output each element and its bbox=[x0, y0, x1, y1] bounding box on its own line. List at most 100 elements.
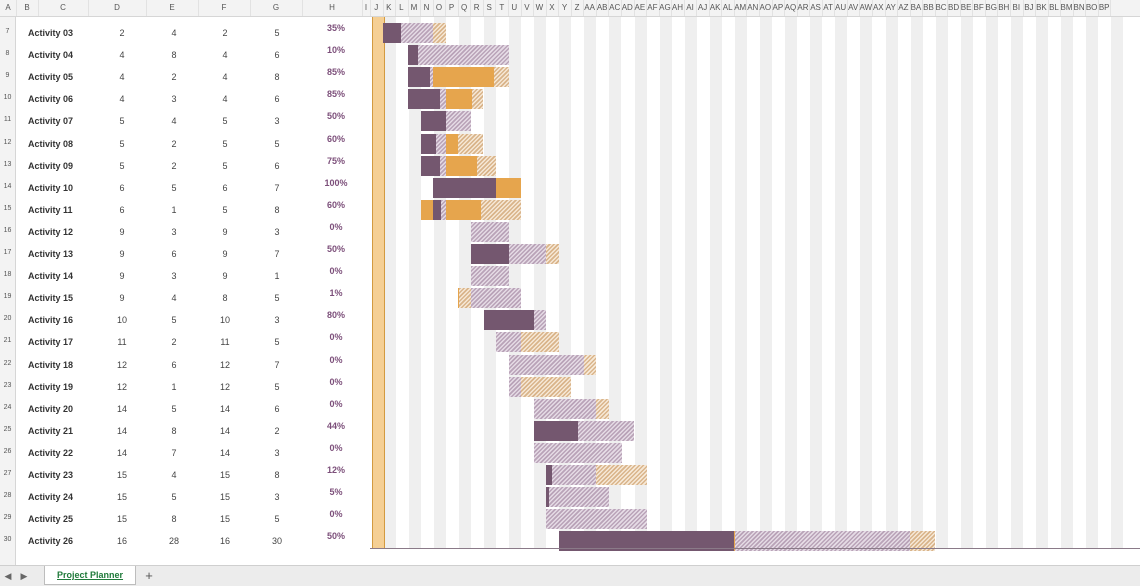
column-header-x[interactable]: X bbox=[546, 0, 560, 16]
percent-complete-cell[interactable]: 5% bbox=[329, 487, 343, 498]
actual-duration-cell[interactable]: 3 bbox=[274, 492, 280, 503]
column-header-ba[interactable]: BA bbox=[910, 0, 924, 16]
column-header-c[interactable]: C bbox=[38, 0, 89, 16]
column-header-n[interactable]: N bbox=[420, 0, 434, 16]
column-header-ax[interactable]: AX bbox=[872, 0, 886, 16]
row-number[interactable]: 8 bbox=[5, 50, 10, 58]
plan-duration-cell[interactable]: 8 bbox=[171, 514, 177, 525]
plan-duration-cell[interactable]: 8 bbox=[171, 50, 177, 61]
actual-start-cell[interactable]: 12 bbox=[219, 359, 230, 370]
plan-start-cell[interactable]: 15 bbox=[116, 514, 127, 525]
column-header-au[interactable]: AU bbox=[834, 0, 848, 16]
plan-start-cell[interactable]: 14 bbox=[116, 403, 127, 414]
actual-duration-cell[interactable]: 3 bbox=[274, 226, 280, 237]
column-header-at[interactable]: AT bbox=[822, 0, 836, 16]
column-header-bk[interactable]: BK bbox=[1035, 0, 1049, 16]
actual-start-cell[interactable]: 2 bbox=[222, 28, 228, 38]
plan-start-cell[interactable]: 10 bbox=[116, 315, 127, 326]
plan-start-cell[interactable]: 5 bbox=[119, 116, 125, 127]
column-header-ab[interactable]: AB bbox=[596, 0, 610, 16]
column-header-ag[interactable]: AG bbox=[659, 0, 673, 16]
column-header-bn[interactable]: BN bbox=[1073, 0, 1087, 16]
activity-name[interactable]: Activity 03 bbox=[28, 28, 74, 38]
actual-duration-cell[interactable]: 5 bbox=[274, 337, 280, 348]
column-header-ac[interactable]: AC bbox=[608, 0, 622, 16]
percent-complete-cell[interactable]: 0% bbox=[329, 332, 343, 343]
plan-start-cell[interactable]: 9 bbox=[119, 293, 125, 304]
row-number[interactable]: 10 bbox=[3, 94, 12, 102]
activity-name[interactable]: Activity 04 bbox=[28, 50, 74, 61]
actual-start-cell[interactable]: 4 bbox=[222, 94, 228, 105]
activity-name[interactable]: Activity 15 bbox=[28, 293, 74, 304]
plan-duration-cell[interactable]: 5 bbox=[171, 315, 177, 326]
row-number[interactable]: 18 bbox=[3, 271, 12, 279]
column-header-bp[interactable]: BP bbox=[1098, 0, 1112, 16]
plan-start-cell[interactable]: 9 bbox=[119, 249, 125, 259]
plan-duration-cell[interactable]: 7 bbox=[171, 447, 177, 458]
actual-duration-cell[interactable]: 7 bbox=[274, 359, 280, 370]
plan-start-cell[interactable]: 9 bbox=[119, 226, 125, 237]
column-header-ar[interactable]: AR bbox=[797, 0, 811, 16]
activity-name[interactable]: Activity 07 bbox=[28, 116, 74, 127]
actual-start-cell[interactable]: 5 bbox=[222, 138, 228, 149]
percent-complete-cell[interactable]: 50% bbox=[326, 244, 345, 254]
column-header-bg[interactable]: BG bbox=[985, 0, 999, 16]
actual-duration-cell[interactable]: 5 bbox=[274, 28, 280, 38]
row-number[interactable]: 20 bbox=[3, 315, 12, 323]
column-header-av[interactable]: AV bbox=[847, 0, 861, 16]
actual-duration-cell[interactable]: 6 bbox=[274, 94, 280, 105]
actual-duration-cell[interactable]: 2 bbox=[274, 425, 280, 436]
percent-complete-cell[interactable]: 60% bbox=[326, 133, 345, 144]
row-number[interactable]: 30 bbox=[3, 536, 12, 544]
column-header-p[interactable]: P bbox=[445, 0, 459, 16]
row-number[interactable]: 7 bbox=[5, 28, 10, 35]
plan-start-cell[interactable]: 16 bbox=[116, 536, 127, 547]
column-header-ao[interactable]: AO bbox=[759, 0, 773, 16]
row-number[interactable]: 21 bbox=[3, 337, 12, 345]
column-header-az[interactable]: AZ bbox=[897, 0, 911, 16]
column-header-s[interactable]: S bbox=[483, 0, 497, 16]
actual-start-cell[interactable]: 9 bbox=[222, 226, 228, 237]
column-header-ae[interactable]: AE bbox=[634, 0, 648, 16]
column-header-e[interactable]: E bbox=[146, 0, 199, 16]
row-number[interactable]: 29 bbox=[3, 514, 12, 522]
activity-name[interactable]: Activity 16 bbox=[28, 315, 74, 326]
percent-complete-cell[interactable]: 50% bbox=[326, 111, 345, 122]
plan-start-cell[interactable]: 4 bbox=[119, 94, 125, 105]
actual-start-cell[interactable]: 4 bbox=[222, 72, 228, 83]
plan-duration-cell[interactable]: 5 bbox=[171, 403, 177, 414]
column-header-y[interactable]: Y bbox=[558, 0, 572, 16]
column-header-j[interactable]: J bbox=[370, 0, 384, 16]
column-header-aw[interactable]: AW bbox=[859, 0, 873, 16]
percent-complete-cell[interactable]: 0% bbox=[329, 354, 343, 365]
column-header-o[interactable]: O bbox=[433, 0, 447, 16]
activity-name[interactable]: Activity 23 bbox=[28, 470, 74, 480]
actual-duration-cell[interactable]: 30 bbox=[271, 536, 282, 547]
actual-duration-cell[interactable]: 8 bbox=[274, 72, 280, 83]
plan-start-cell[interactable]: 15 bbox=[116, 470, 127, 480]
percent-complete-cell[interactable]: 80% bbox=[326, 310, 345, 321]
row-number[interactable]: 23 bbox=[3, 381, 12, 389]
plan-duration-cell[interactable]: 5 bbox=[171, 492, 177, 503]
column-header-i[interactable]: I bbox=[362, 0, 371, 16]
plan-duration-cell[interactable]: 3 bbox=[171, 271, 177, 282]
percent-complete-cell[interactable]: 0% bbox=[329, 266, 343, 277]
plan-duration-cell[interactable]: 2 bbox=[171, 160, 177, 171]
percent-complete-cell[interactable]: 10% bbox=[326, 45, 345, 56]
activity-name[interactable]: Activity 05 bbox=[28, 72, 74, 83]
actual-duration-cell[interactable]: 7 bbox=[274, 249, 280, 259]
column-header-bo[interactable]: BO bbox=[1085, 0, 1099, 16]
column-header-z[interactable]: Z bbox=[571, 0, 585, 16]
column-header-aj[interactable]: AJ bbox=[696, 0, 710, 16]
actual-duration-cell[interactable]: 3 bbox=[274, 447, 280, 458]
activity-name[interactable]: Activity 11 bbox=[28, 204, 73, 215]
plan-duration-cell[interactable]: 6 bbox=[171, 249, 177, 259]
percent-complete-cell[interactable]: 12% bbox=[326, 465, 345, 475]
plan-start-cell[interactable]: 5 bbox=[119, 160, 125, 171]
activity-name[interactable]: Activity 18 bbox=[28, 359, 74, 370]
plan-duration-cell[interactable]: 4 bbox=[171, 293, 177, 304]
row-number[interactable]: 28 bbox=[3, 492, 12, 500]
plan-start-cell[interactable]: 2 bbox=[119, 28, 125, 38]
plan-start-cell[interactable]: 12 bbox=[116, 359, 127, 370]
column-header-bd[interactable]: BD bbox=[947, 0, 961, 16]
